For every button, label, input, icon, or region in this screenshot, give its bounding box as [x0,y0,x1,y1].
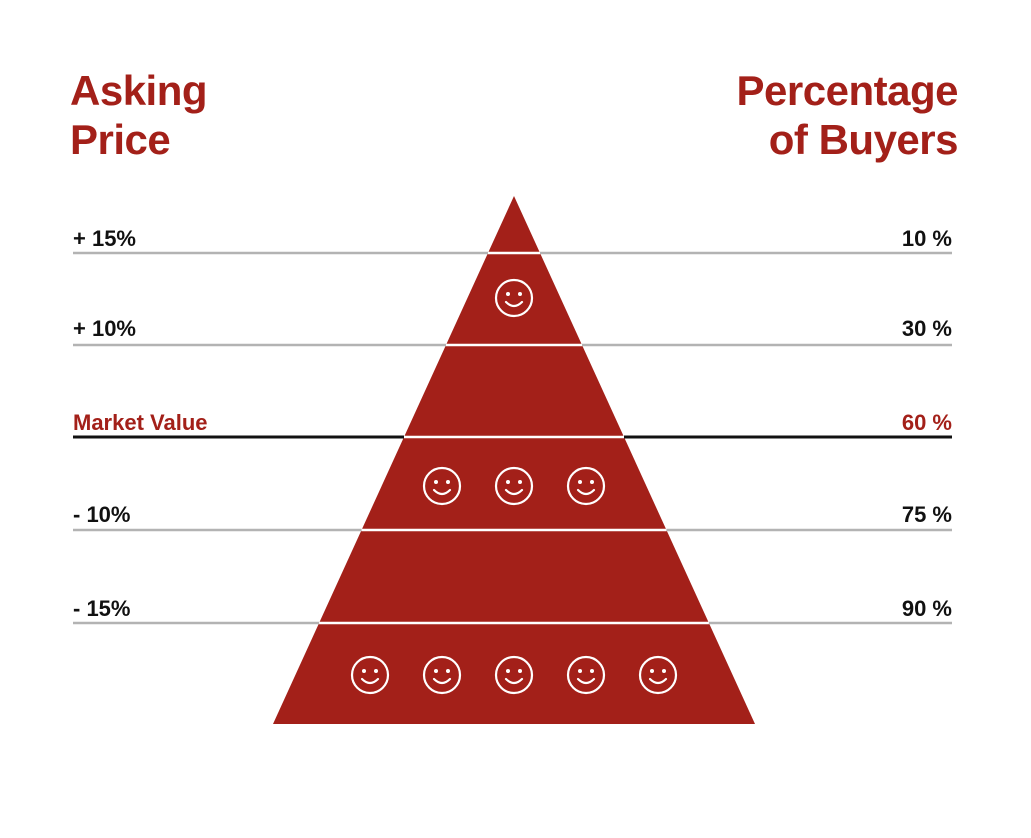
asking-price-label: + 15% [73,226,136,251]
asking-price-label: - 15% [73,596,130,621]
smiley-outline [566,655,606,695]
smiley-left-eye [506,292,510,296]
smiley-mouth [504,677,524,685]
percentage-of-buyers-heading-line-2: of Buyers [768,116,959,163]
smiley-left-eye [650,669,654,673]
smiley-right-eye [374,669,378,673]
smiley-face-icon [422,466,462,506]
smiley-left-eye [506,480,510,484]
smiley-left-eye [434,669,438,673]
smiley-mouth [576,488,596,496]
pyramid-shape [273,196,755,724]
buyers-percentage-label: 75 % [902,502,952,527]
buyers-percentage-label: 30 % [902,316,952,341]
smiley-mouth [432,488,452,496]
smiley-outline [422,655,462,695]
smiley-left-eye [578,480,582,484]
smiley-right-eye [446,480,450,484]
smiley-left-eye [506,669,510,673]
smiley-face-icon [638,655,678,695]
buyers-percentage-label: 90 % [902,596,952,621]
smiley-outline [350,655,390,695]
buyers-percentage-label: 10 % [902,226,952,251]
smiley-outline [422,466,462,506]
smiley-face-icon [494,278,534,318]
smiley-outline [494,466,534,506]
asking-price-heading-line-1: Asking [70,67,208,114]
smiley-mouth [504,488,524,496]
smiley-right-eye [590,669,594,673]
smiley-right-eye [518,669,522,673]
smiley-face-icon [422,655,462,695]
smiley-outline [494,278,534,318]
smiley-outline [638,655,678,695]
asking-price-label: - 10% [73,502,130,527]
smiley-left-eye [362,669,366,673]
smiley-face-icon [494,655,534,695]
market-value-label: Market Value [73,410,208,435]
smiley-left-eye [578,669,582,673]
smiley-face-icon [566,466,606,506]
smiley-face-icon [350,655,390,695]
smiley-face-icon [494,466,534,506]
percentage-of-buyers-heading: Percentage of Buyers [736,66,959,164]
market-value-buyers-label: 60 % [902,410,952,435]
smiley-right-eye [518,292,522,296]
smiley-outline [494,655,534,695]
smiley-right-eye [662,669,666,673]
smiley-mouth [360,677,380,685]
percentage-of-buyers-heading-line-1: Percentage [736,67,959,114]
smiley-face-icon [566,655,606,695]
smiley-right-eye [518,480,522,484]
smiley-right-eye [590,480,594,484]
smiley-mouth [504,300,524,308]
smiley-mouth [432,677,452,685]
smiley-outline [566,466,606,506]
smiley-left-eye [434,480,438,484]
smiley-mouth [576,677,596,685]
asking-price-label: + 10% [73,316,136,341]
smiley-right-eye [446,669,450,673]
asking-price-heading: Asking Price [70,66,208,164]
smiley-mouth [648,677,668,685]
asking-price-heading-line-2: Price [70,116,171,163]
